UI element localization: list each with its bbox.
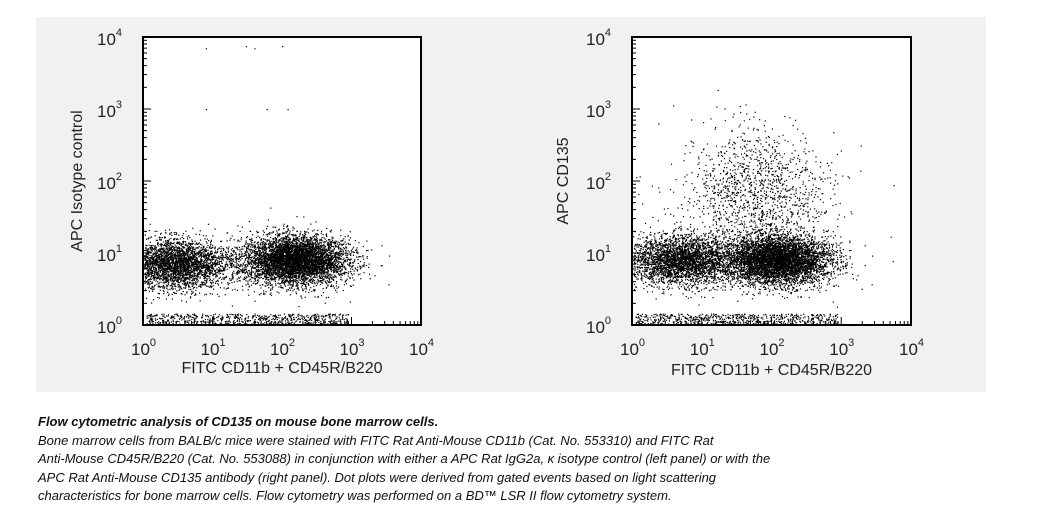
y-tick-label: 104 [586, 27, 611, 49]
figure-caption: Flow cytometric analysis of CD135 on mou… [38, 413, 998, 506]
y-tick-label: 103 [97, 99, 122, 121]
x-tick-label: 103 [829, 337, 854, 359]
caption-line: Anti-Mouse CD45R/B220 (Cat. No. 553088) … [38, 451, 771, 466]
y-tick-label: 101 [97, 243, 122, 265]
y-axis-label: APC CD135 [555, 137, 572, 224]
x-tick-label: 100 [620, 337, 645, 359]
x-tick-label: 102 [270, 337, 295, 359]
y-axis-label: APC Isotype control [69, 110, 86, 251]
x-tick-label: 104 [899, 337, 924, 359]
y-tick-label: 100 [97, 315, 122, 337]
axis-ticks [631, 39, 909, 326]
x-tick-label: 101 [201, 337, 226, 359]
x-tick-label: 101 [690, 337, 715, 359]
axis-ticks [142, 39, 419, 326]
y-tick-label: 102 [97, 171, 122, 193]
event-dots [633, 89, 895, 325]
x-axis-label: FITC CD11b + CD45R/B220 [181, 360, 382, 377]
caption-line: Bone marrow cells from BALB/c mice were … [38, 432, 714, 448]
caption-line: APC Rat Anti-Mouse CD135 antibody (right… [38, 469, 717, 485]
y-tick-label: 103 [586, 99, 611, 121]
right-dot-plot: 100 101 102 103 104 100 101 102 103 104 FITC CD11b… [555, 27, 924, 379]
y-tick-label: 104 [97, 27, 122, 49]
x-tick-label: 103 [340, 337, 365, 359]
event-dots [144, 46, 391, 325]
y-tick-label: 101 [586, 243, 611, 265]
x-axis-label: FITC CD11b + CD45R/B220 [671, 362, 872, 379]
caption-line: characteristics for bone marrow cells. F… [38, 488, 672, 503]
y-tick-label: 100 [586, 315, 611, 337]
y-tick-label: 102 [586, 171, 611, 193]
x-tick-label: 100 [131, 337, 156, 359]
caption-title: Flow cytometric analysis of CD135 on mou… [38, 414, 439, 429]
x-tick-label: 102 [760, 337, 785, 359]
x-tick-label: 104 [409, 337, 434, 359]
left-dot-plot: 100 101 102 103 104 100 101 102 103 104 FITC CD11b… [69, 27, 434, 377]
